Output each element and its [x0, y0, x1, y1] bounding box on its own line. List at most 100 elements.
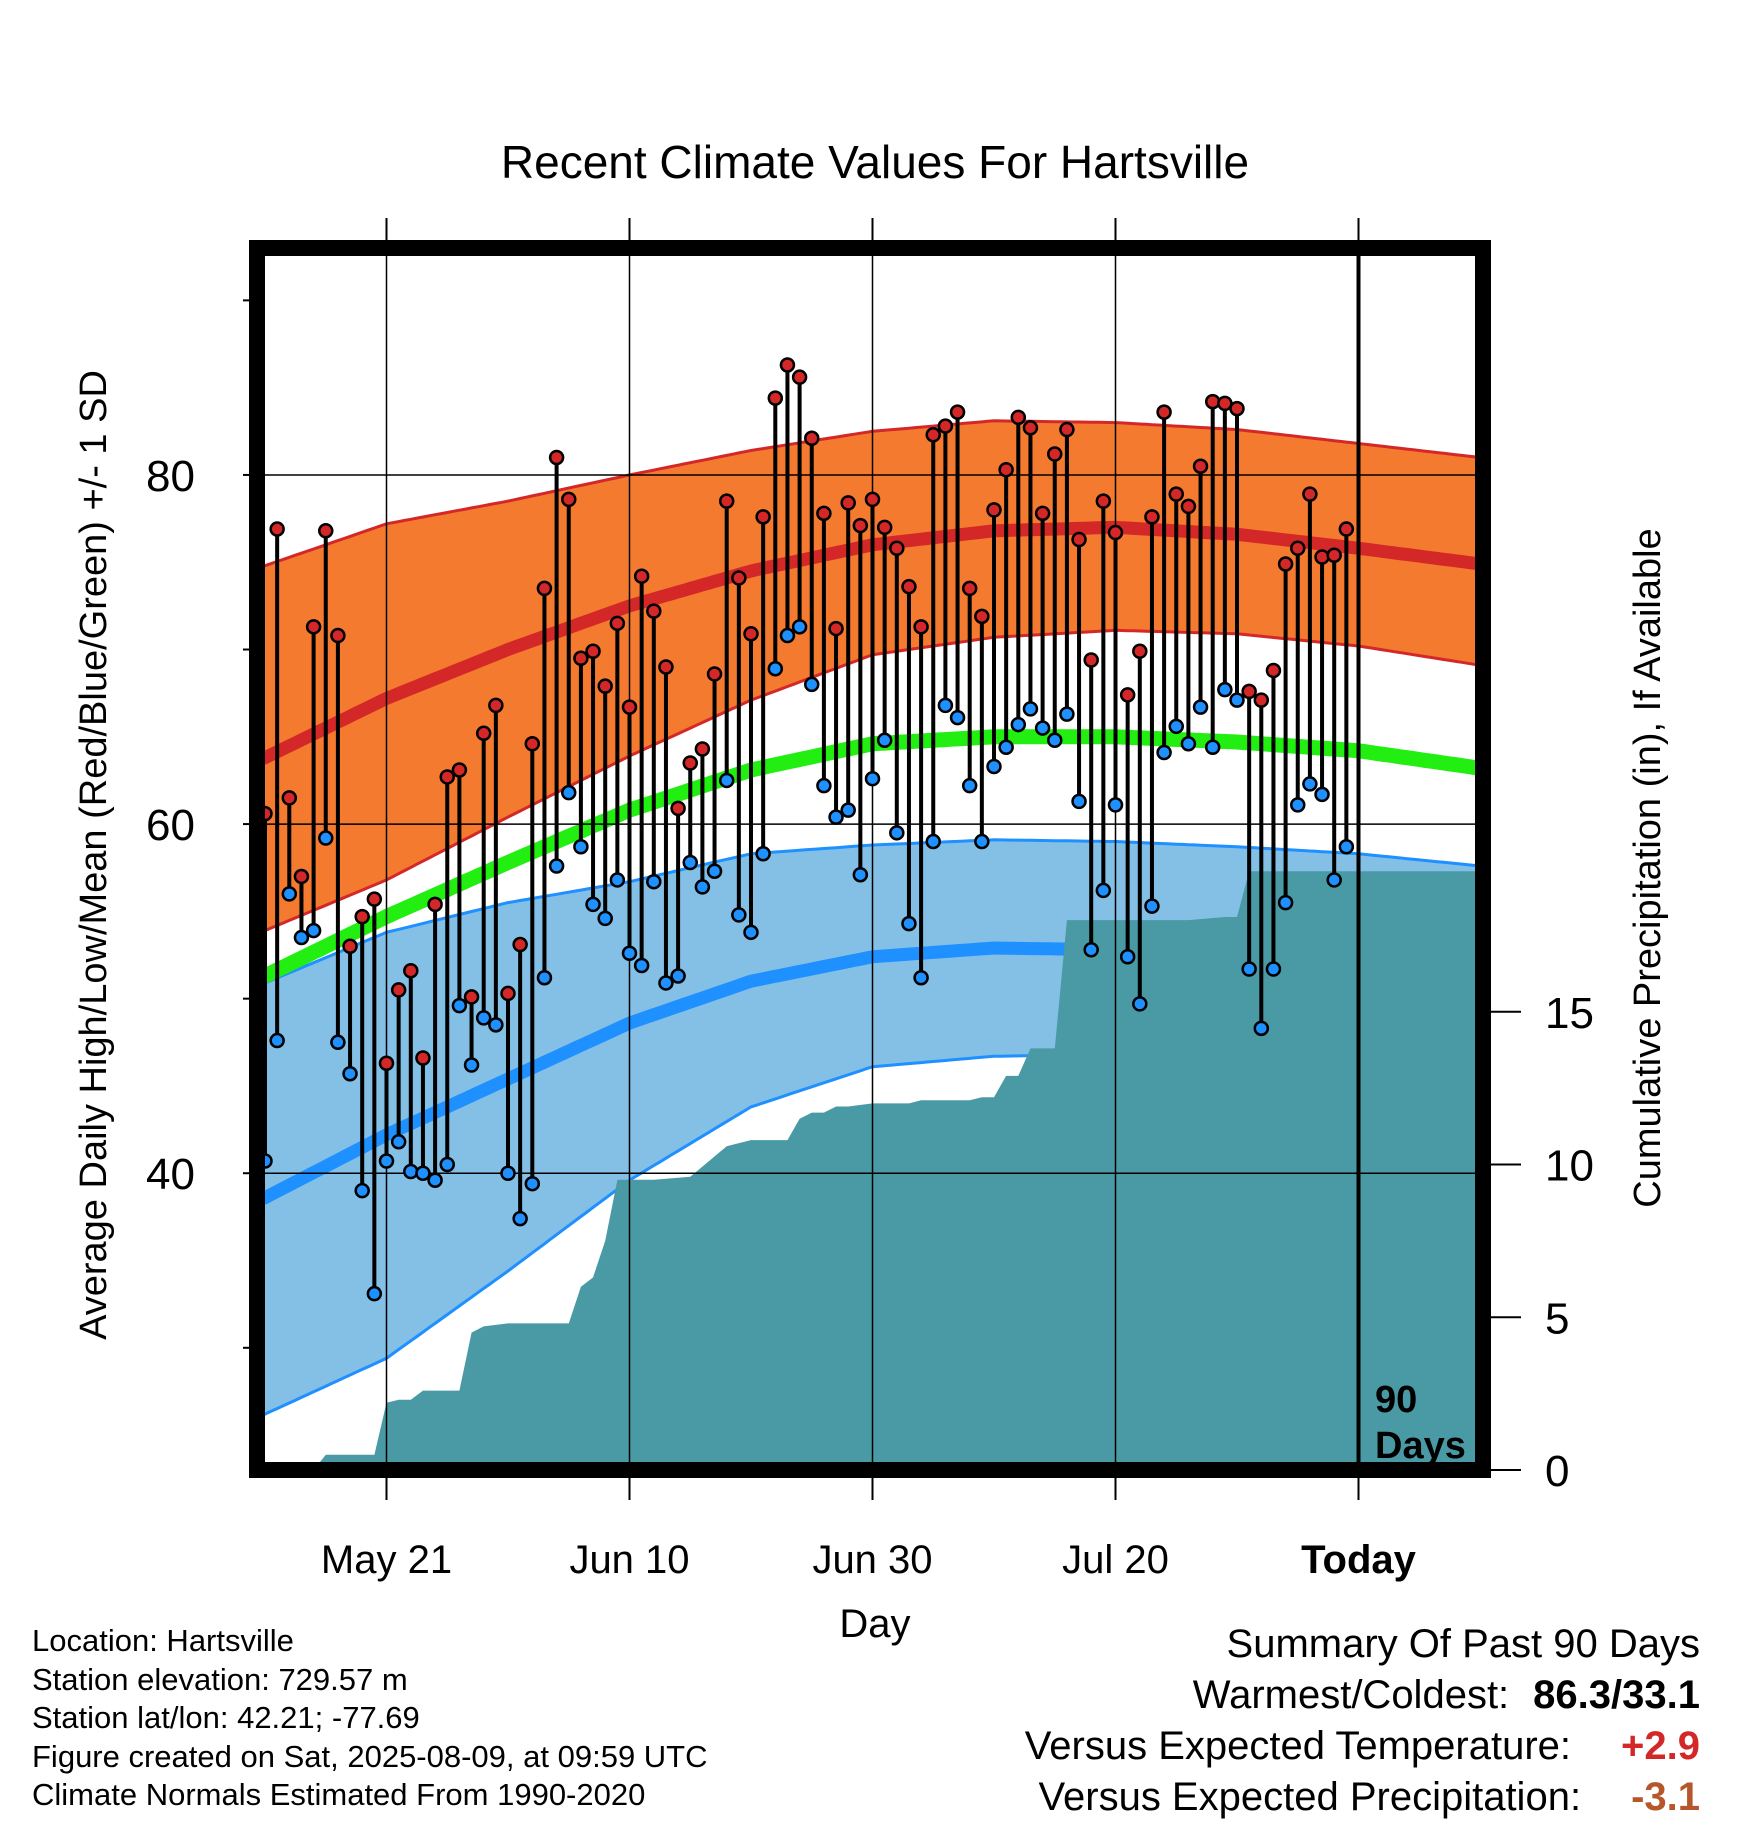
daily-low-point [731, 907, 747, 923]
daily-low-point [573, 839, 589, 855]
daily-low-point [1229, 692, 1245, 708]
daily-low-point [1204, 739, 1221, 756]
daily-high-point [925, 427, 941, 443]
daily-low-point [585, 896, 601, 913]
daily-high-point [1168, 486, 1184, 502]
daily-low-point [330, 1034, 346, 1051]
daily-low-point [561, 784, 577, 801]
daily-low-point [609, 872, 626, 888]
daily-high-point [1059, 421, 1075, 438]
x-tick-label: Today [1301, 1538, 1417, 1582]
daily-high-point [488, 697, 504, 714]
daily-high-point [463, 989, 480, 1005]
daily-high-point [1314, 549, 1330, 565]
daily-low-point [1302, 776, 1318, 792]
daily-low-point [646, 873, 662, 890]
daily-low-point [743, 924, 759, 941]
daily-low-point [1083, 942, 1099, 958]
daily-high-point [731, 570, 747, 586]
daily-low-point [1095, 882, 1112, 899]
station-info: Location: Hartsville Station elevation: … [32, 1622, 708, 1815]
daily-low-point [1132, 996, 1148, 1012]
daily-high-point [1180, 498, 1197, 515]
daily-high-point [1265, 662, 1282, 679]
today-label-90: 90 [1375, 1379, 1417, 1421]
daily-low-point [293, 929, 310, 946]
daily-high-point [1132, 643, 1148, 660]
daily-high-point [1229, 400, 1245, 417]
latlon-text: Station lat/lon: 42.21; -77.69 [32, 1700, 420, 1735]
precip-cumulative-area [257, 871, 1483, 1470]
daily-high-point [949, 404, 966, 420]
daily-low-point [1253, 1020, 1270, 1037]
daily-low-point [378, 1153, 395, 1169]
daily-low-point [779, 627, 796, 644]
daily-low-point [1192, 699, 1209, 715]
daily-high-point [961, 580, 978, 597]
daily-high-point [548, 449, 565, 466]
y-tick-label: 40 [146, 1150, 195, 1199]
daily-high-point [524, 736, 541, 752]
y2-axis-label: Cumulative Precipitation (in), If Availa… [1627, 528, 1669, 1207]
daily-low-point [305, 922, 322, 939]
daily-low-point [949, 709, 966, 726]
x-tick-label: May 21 [321, 1538, 452, 1582]
daily-low-point [488, 1017, 504, 1033]
daily-high-point [597, 678, 613, 694]
daily-high-point [1047, 446, 1063, 462]
daily-high-point [500, 985, 516, 1002]
daily-high-point [318, 523, 334, 539]
daily-high-point [718, 493, 735, 509]
daily-high-point [451, 762, 468, 778]
daily-low-point [1265, 961, 1282, 977]
daily-low-point [439, 1156, 455, 1173]
x-tick-label: Jul 20 [1062, 1538, 1169, 1582]
daily-low-point [828, 809, 844, 825]
daily-high-point [658, 659, 674, 675]
summary-panel: Summary Of Past 90 Days Warmest/Coldest:… [1025, 1619, 1700, 1823]
daily-low-point [901, 915, 917, 932]
y-tick-label: 80 [146, 452, 195, 501]
daily-low-point [889, 825, 905, 841]
daily-high-point [682, 755, 698, 771]
daily-high-point [1192, 458, 1209, 474]
daily-low-point [1107, 797, 1124, 813]
daily-low-point [524, 1175, 541, 1192]
daily-high-point [998, 461, 1014, 478]
daily-low-point [755, 846, 771, 862]
daily-high-point [1107, 524, 1124, 541]
daily-high-point [342, 938, 358, 955]
daily-low-point [913, 969, 929, 986]
daily-high-point [1241, 683, 1257, 700]
daily-low-point [463, 1057, 480, 1073]
daily-low-point [1314, 786, 1330, 803]
daily-low-point [864, 770, 881, 787]
precip-departure-value: -3.1 [1631, 1775, 1700, 1819]
created-text: Figure created on Sat, 2025-08-09, at 09… [32, 1738, 708, 1774]
daily-low-point [1071, 793, 1087, 810]
y-tick-label: 60 [146, 801, 195, 850]
daily-low-point [961, 777, 978, 794]
daily-low-point [694, 879, 711, 895]
daily-high-point [1326, 547, 1342, 563]
today-label-days: Days [1375, 1425, 1466, 1467]
daily-high-point [1156, 404, 1172, 420]
daily-low-point [548, 858, 565, 874]
daily-high-point [305, 619, 322, 635]
warmest-coldest-label: Warmest/Coldest: [1192, 1673, 1510, 1717]
elevation-text: Station elevation: 729.57 m [32, 1661, 408, 1697]
daily-low-point [1119, 949, 1136, 965]
daily-high-point [293, 868, 310, 885]
temp-departure-label: Versus Expected Temperature: [1024, 1724, 1572, 1768]
daily-high-point [1144, 509, 1160, 525]
daily-low-point [269, 1032, 285, 1049]
location-text: Location: Hartsville [32, 1623, 294, 1658]
daily-low-point [816, 777, 832, 794]
daily-low-point [718, 772, 735, 789]
daily-high-point [1083, 652, 1099, 668]
daily-low-point [767, 660, 784, 677]
daily-high-point [901, 578, 917, 595]
daily-low-point [876, 732, 893, 749]
y2-tick-label: 0 [1545, 1447, 1569, 1496]
